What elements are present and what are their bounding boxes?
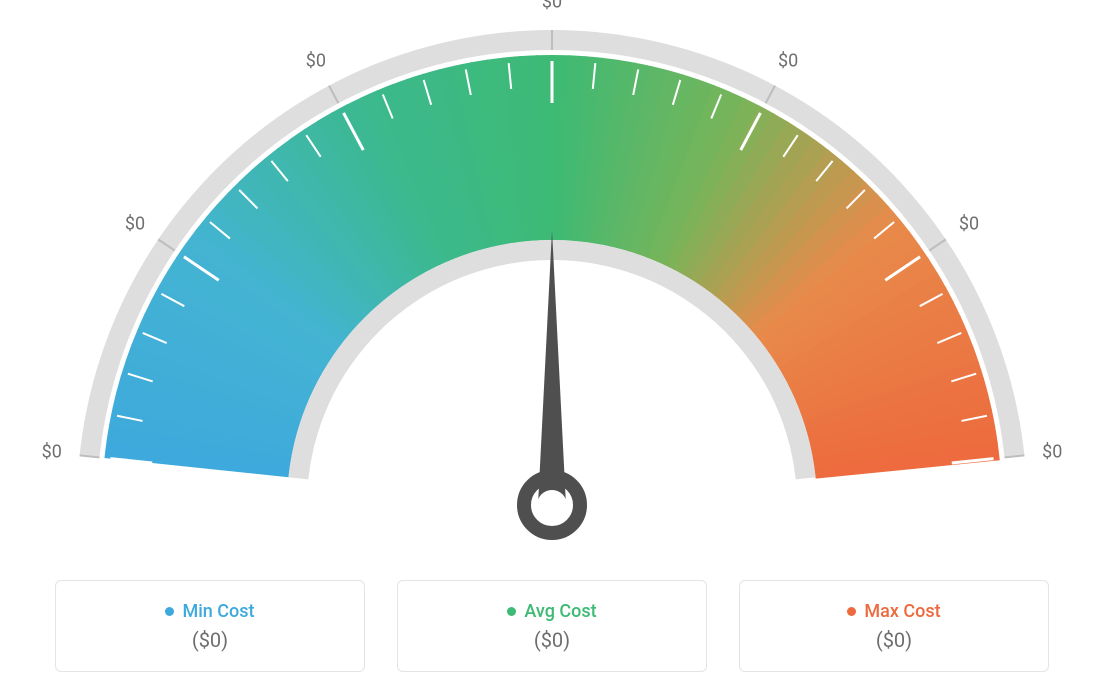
legend-label-max: Max Cost (864, 601, 940, 622)
legend-header-max: Max Cost (847, 601, 940, 622)
legend-label-min: Min Cost (182, 601, 254, 622)
gauge-scale-label: $0 (1042, 442, 1062, 463)
gauge-scale-label: $0 (306, 50, 326, 71)
legend-card-min: Min Cost ($0) (55, 580, 365, 672)
gauge-scale-label: $0 (778, 50, 798, 71)
gauge-scale-label: $0 (125, 213, 145, 234)
legend-dot-max (847, 607, 856, 616)
legend-header-avg: Avg Cost (507, 601, 596, 622)
gauge-scale-label: $0 (542, 0, 562, 13)
legend-header-min: Min Cost (165, 601, 254, 622)
gauge-scale-label: $0 (42, 442, 62, 463)
legend-value-avg: ($0) (534, 628, 570, 652)
legend-value-min: ($0) (192, 628, 228, 652)
legend-dot-min (165, 607, 174, 616)
legend-row: Min Cost ($0) Avg Cost ($0) Max Cost ($0… (55, 580, 1049, 672)
legend-value-max: ($0) (876, 628, 912, 652)
gauge-chart: $0 $0 $0 $0 $0 $0 $0 (0, 0, 1104, 560)
legend-dot-avg (507, 607, 516, 616)
gauge-scale-label: $0 (959, 213, 979, 234)
legend-label-avg: Avg Cost (524, 601, 596, 622)
legend-card-avg: Avg Cost ($0) (397, 580, 707, 672)
gauge-svg (0, 0, 1104, 560)
legend-card-max: Max Cost ($0) (739, 580, 1049, 672)
